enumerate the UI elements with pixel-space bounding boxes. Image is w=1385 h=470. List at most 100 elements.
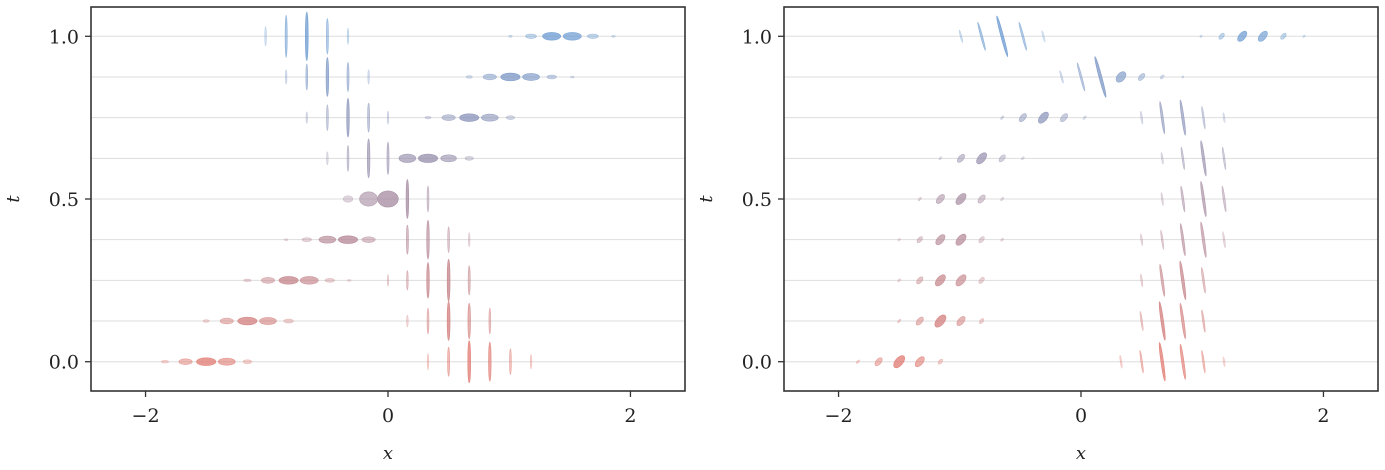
ellipse-point bbox=[1000, 197, 1004, 202]
y-tick-label: 0.0 bbox=[742, 352, 772, 374]
marks-group bbox=[856, 16, 1306, 382]
ellipse-point bbox=[387, 111, 389, 124]
y-axis-label: t bbox=[696, 195, 717, 203]
ellipse-point bbox=[442, 115, 455, 121]
y-tick-label: 0.5 bbox=[742, 189, 772, 211]
ellipse-point bbox=[978, 236, 986, 244]
ellipse-point bbox=[468, 303, 471, 339]
y-axis-label: t bbox=[3, 195, 24, 203]
ellipse-point bbox=[325, 278, 335, 282]
ellipse-point bbox=[530, 355, 532, 369]
ellipse-point bbox=[367, 139, 370, 178]
ellipse-point bbox=[448, 227, 450, 253]
x-tick-label: 2 bbox=[1317, 405, 1329, 427]
ellipse-point bbox=[465, 156, 473, 160]
ellipse-point bbox=[509, 35, 513, 37]
ellipse-point bbox=[978, 276, 986, 284]
marks-group bbox=[161, 12, 615, 383]
ellipse-point bbox=[319, 236, 336, 243]
ellipse-point bbox=[570, 76, 574, 78]
ellipse-point bbox=[285, 70, 287, 84]
ellipse-point bbox=[326, 105, 328, 131]
ellipse-point bbox=[238, 317, 257, 325]
ellipse-point bbox=[300, 276, 318, 284]
x-tick-label: 0 bbox=[382, 405, 394, 427]
ellipse-point bbox=[399, 154, 416, 162]
ellipse-point bbox=[347, 28, 349, 44]
ellipse-point bbox=[1160, 74, 1165, 79]
ellipse-point bbox=[302, 238, 312, 242]
ellipse-point bbox=[1000, 115, 1004, 120]
ellipse-point bbox=[427, 354, 429, 370]
ellipse-point bbox=[1280, 32, 1288, 40]
ellipse-point bbox=[427, 262, 430, 298]
ellipse-point bbox=[481, 114, 498, 121]
ellipse-point bbox=[196, 358, 215, 366]
ellipse-point bbox=[612, 35, 616, 37]
ellipse-point bbox=[1199, 35, 1202, 38]
ellipse-point bbox=[1303, 35, 1306, 38]
ellipse-point bbox=[1223, 357, 1226, 367]
x-tick-label: −2 bbox=[825, 405, 853, 427]
ellipse-point bbox=[326, 18, 328, 54]
ellipse-point bbox=[244, 279, 251, 282]
ellipse-point bbox=[406, 179, 409, 218]
ellipse-point bbox=[897, 278, 901, 282]
ellipse-point bbox=[347, 279, 351, 281]
ellipse-point bbox=[427, 186, 429, 212]
ellipse-point bbox=[897, 319, 901, 324]
ellipse-point bbox=[466, 76, 472, 79]
ellipse-point bbox=[483, 74, 496, 80]
ellipse-point bbox=[1218, 32, 1226, 40]
ellipse-point bbox=[918, 197, 922, 202]
ellipse-point bbox=[441, 155, 457, 162]
ellipse-point bbox=[1181, 76, 1184, 79]
x-tick-label: −2 bbox=[132, 405, 160, 427]
ellipse-point bbox=[563, 32, 581, 40]
ellipse-point bbox=[1082, 115, 1086, 120]
ellipse-point bbox=[897, 238, 900, 241]
y-tick-label: 1.0 bbox=[742, 26, 772, 48]
ellipse-point bbox=[547, 75, 557, 79]
ellipse-point bbox=[460, 114, 479, 122]
ellipse-point bbox=[916, 236, 924, 244]
y-tick-label: 0.5 bbox=[49, 189, 79, 211]
ellipse-point bbox=[447, 259, 450, 301]
ellipse-point bbox=[587, 34, 598, 39]
ellipse-point bbox=[261, 277, 274, 283]
ellipse-point bbox=[387, 142, 389, 175]
ellipse-point bbox=[284, 239, 288, 241]
ellipse-point bbox=[347, 98, 350, 137]
ellipse-point bbox=[218, 358, 235, 365]
ellipse-point bbox=[260, 317, 277, 324]
ellipse-point bbox=[407, 315, 409, 327]
ellipse-point bbox=[279, 276, 298, 284]
ellipse-point bbox=[368, 70, 370, 84]
ellipse-point bbox=[179, 359, 192, 365]
ellipse-point bbox=[418, 154, 437, 162]
ellipse-point bbox=[489, 308, 491, 334]
ellipse-point bbox=[306, 64, 308, 90]
ellipse-point bbox=[1223, 113, 1226, 123]
ellipse-point bbox=[220, 318, 233, 324]
left-panel: −2 0 20.00.51.0xt bbox=[3, 7, 685, 464]
ellipse-point bbox=[203, 320, 209, 323]
ellipse-point bbox=[501, 73, 520, 81]
ellipse-point bbox=[998, 154, 1007, 163]
ellipse-point bbox=[1000, 238, 1004, 242]
ellipse-point bbox=[243, 360, 251, 364]
ellipse-point bbox=[284, 319, 294, 323]
ellipse-point bbox=[938, 156, 942, 160]
x-tick-label: 0 bbox=[1075, 405, 1087, 427]
ellipse-point bbox=[306, 112, 308, 124]
ellipse-point bbox=[915, 276, 924, 285]
ellipse-point bbox=[526, 34, 537, 39]
ellipse-point bbox=[343, 196, 353, 203]
ellipse-point bbox=[347, 145, 349, 171]
ellipse-point bbox=[362, 237, 375, 243]
ellipse-point bbox=[1021, 156, 1025, 160]
ellipse-point bbox=[327, 152, 329, 165]
ellipse-point bbox=[285, 15, 287, 57]
ellipse-point bbox=[161, 360, 168, 363]
